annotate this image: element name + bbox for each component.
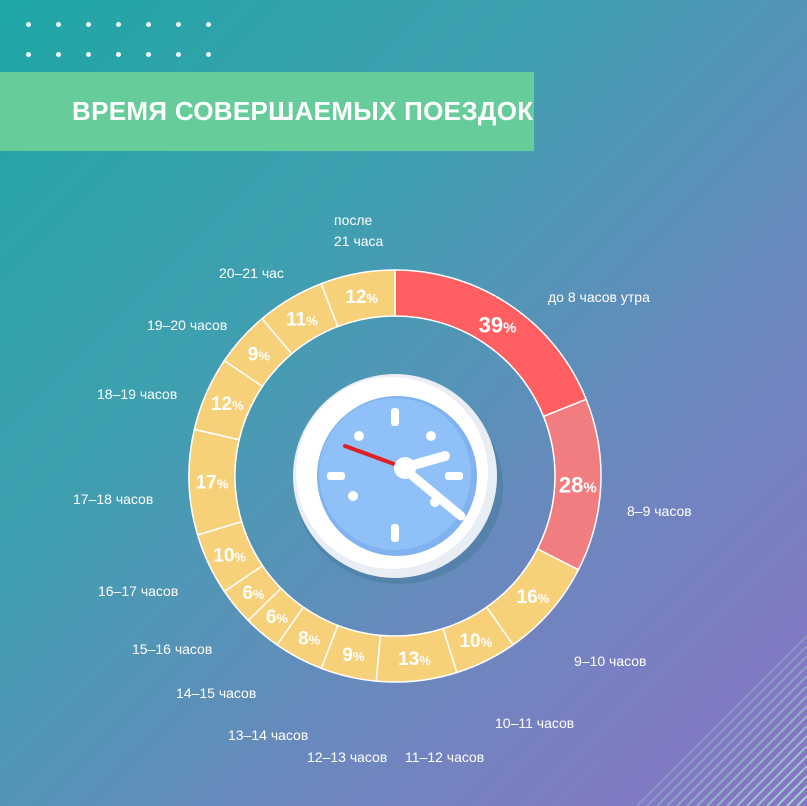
slice-value-label: 13%: [398, 649, 431, 670]
decorative-stripe: [736, 735, 807, 806]
slice-value-label: 10%: [213, 545, 246, 566]
decorative-dot: [86, 22, 91, 27]
slice-value-label: 12%: [211, 394, 244, 415]
decorative-dot: [26, 52, 31, 57]
slice-value-label: 39%: [479, 312, 517, 337]
slice-category-label: 8–9 часов: [627, 503, 692, 519]
slice-value-label: 6%: [266, 607, 289, 628]
page-title: ВРЕМЯ СОВЕРШАЕМЫХ ПОЕЗДОК: [72, 96, 534, 126]
slice-category-label: 13–14 часов: [228, 727, 308, 743]
decorative-dot: [116, 52, 121, 57]
decorative-dot: [116, 22, 121, 27]
chart-value-labels: 39% 28% 16% 10% 13% 9% 8% 6%6% 10% 17% 12% 9% 11% 12%: [196, 287, 597, 670]
decorative-stripe: [636, 635, 807, 806]
decorative-dot: [26, 22, 31, 27]
decorative-dot: [56, 52, 61, 57]
donut-slice: [320, 269, 396, 328]
decorative-stripe: [746, 745, 807, 806]
decorative-stripe: [716, 715, 807, 806]
slice-value-label: 9%: [248, 345, 271, 366]
decorative-dot: [56, 22, 61, 27]
slice-value-label: 12%: [345, 287, 378, 308]
decorative-stripes: [636, 635, 807, 806]
slice-category-label: 16–17 часов: [98, 583, 178, 599]
slice-value-label: 9%: [342, 645, 365, 666]
decorative-stripe: [696, 695, 807, 806]
slice-category-label: 14–15 часов: [176, 685, 256, 701]
title-banner: ВРЕМЯ СОВЕРШАЕМЫХ ПОЕЗДОК: [0, 72, 534, 151]
slice-value-label: 8%: [298, 629, 321, 650]
decorative-stripe: [796, 795, 807, 806]
slice-category-label: после 21 часа: [334, 212, 384, 249]
decorative-dot: [176, 52, 181, 57]
slice-category-label: 10–11 часов: [495, 715, 574, 731]
chart-category-labels: до 8 часов утра 8–9 часов 9–10 часов 10–11 …: [73, 212, 692, 765]
decorative-stripe: [756, 755, 807, 806]
slice-category-label: 17–18 часов: [73, 491, 153, 507]
slice-category-label: 20–21 час: [219, 265, 284, 281]
slice-value-label: 6%: [242, 583, 265, 604]
slice-category-label: 15–16 часов: [132, 641, 212, 657]
decorative-stripe: [676, 675, 807, 806]
decorative-stripe: [776, 775, 807, 806]
decorative-dot: [146, 52, 151, 57]
decorative-stripe: [646, 645, 807, 806]
decorative-dot: [206, 22, 211, 27]
decorative-dot: [176, 22, 181, 27]
decorative-stripe: [666, 665, 807, 806]
decorative-dot: [146, 22, 151, 27]
decorative-stripe: [726, 725, 807, 806]
slice-value-label: 10%: [459, 631, 492, 652]
slice-category-label: 19–20 часов: [147, 317, 227, 333]
slice-category-label: 11–12 часов: [405, 749, 484, 765]
slice-value-label: 16%: [517, 587, 550, 608]
slice-value-label: 28%: [559, 472, 597, 497]
slice-value-label: 17%: [196, 473, 229, 494]
decorative-stripe: [786, 785, 807, 806]
decorative-stripe: [766, 765, 807, 806]
decorative-stripe: [656, 655, 807, 806]
slice-category-label: 9–10 часов: [574, 653, 647, 669]
chart-segments: [188, 269, 602, 683]
slice-value-label: 11%: [286, 309, 318, 330]
slice-category-label: до 8 часов утра: [548, 289, 650, 305]
slice-category-label: 12–13 часов: [307, 749, 387, 765]
decorative-dot: [206, 52, 211, 57]
clock-icon: [293, 374, 503, 584]
decorative-dot: [86, 52, 91, 57]
decorative-stripe: [706, 705, 807, 806]
slice-category-label: 18–19 часов: [97, 386, 177, 402]
decorative-stripe: [686, 685, 807, 806]
